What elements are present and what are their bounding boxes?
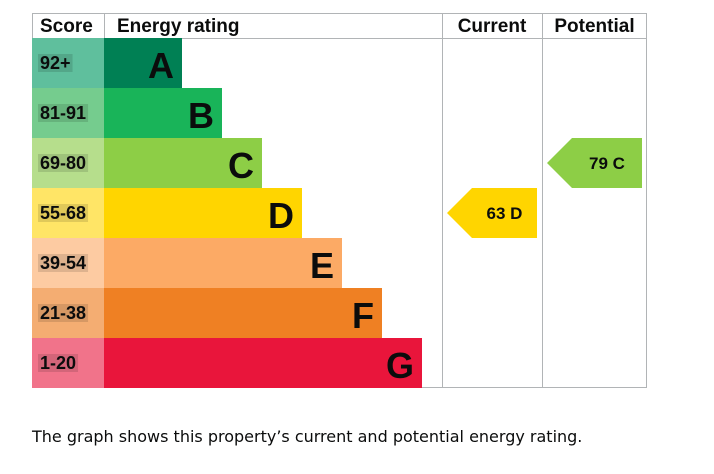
score-label-b: 81-91 [40,103,86,123]
score-label-highlight-e [38,254,89,272]
energy-rating-chart: Score Energy rating Current Potential 92+ A 81… [32,13,647,388]
potential-rating-marker-label: 79 C [589,154,625,173]
score-label-a: 92+ [40,53,71,73]
band-letter-f: F [352,295,374,336]
band-letter-b: B [188,95,214,136]
score-label-highlight-f [38,304,89,322]
current-rating-marker [447,188,537,238]
score-label-e: 39-54 [40,253,86,273]
score-label-d: 55-68 [40,203,86,223]
potential-rating-marker [547,138,642,188]
band-letter-d: D [268,195,294,236]
chart-caption: The graph shows this property’s current … [32,427,583,446]
current-rating-marker-label: 63 D [487,204,523,223]
score-label-highlight-d [38,204,89,222]
band-bar-b [104,88,222,138]
band-bar-c [104,138,262,188]
score-label-g: 1-20 [40,353,76,373]
score-cell-f [32,288,104,338]
score-cell-e [32,238,104,288]
score-cell-a [32,38,104,88]
header-energy-rating: Energy rating [117,16,239,37]
band-letter-a: A [148,45,174,86]
score-label-highlight-a [38,54,73,72]
score-label-highlight-c [38,154,89,172]
score-label-f: 21-38 [40,303,86,323]
band-bar-g [104,338,422,388]
band-bar-d [104,188,302,238]
band-letter-e: E [310,245,334,286]
band-bar-a [104,38,182,88]
score-cell-c [32,138,104,188]
band-bar-e [104,238,342,288]
band-letter-g: G [386,345,414,386]
score-cell-g [32,338,104,388]
score-label-c: 69-80 [40,153,86,173]
band-bar-f [104,288,382,338]
header-current: Current [458,16,527,37]
score-cell-d [32,188,104,238]
score-label-highlight-b [38,104,89,122]
header-potential: Potential [554,16,634,37]
score-label-highlight-g [38,354,79,372]
header-score: Score [40,16,93,37]
score-cell-b [32,88,104,138]
band-letter-c: C [228,145,254,186]
